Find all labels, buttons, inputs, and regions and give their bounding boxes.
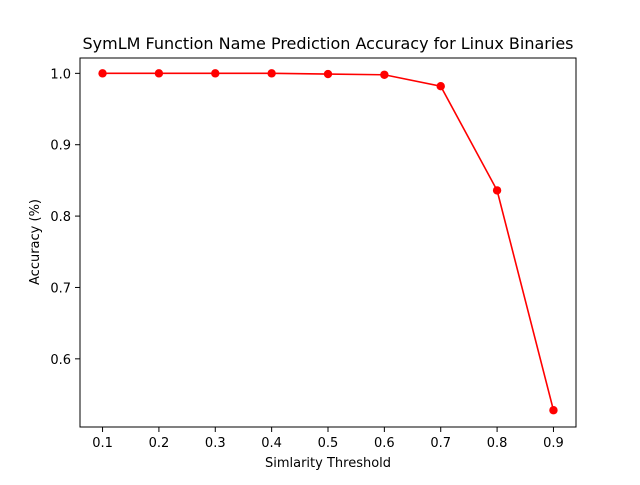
data-point (154, 69, 164, 78)
y-axis: 0.6 0.7 0.8 0.9 1.0 (50, 67, 80, 368)
data-point (267, 69, 276, 78)
y-axis-label: Accuracy (%) (28, 199, 43, 285)
y-tick-label: 0.9 (50, 139, 71, 154)
data-point (323, 69, 333, 79)
x-tick-label: 0.8 (487, 436, 508, 451)
series-layer (98, 69, 558, 415)
y-tick-label: 0.8 (50, 210, 71, 225)
x-tick-label: 0.6 (374, 436, 395, 451)
x-tick-label: 0.4 (261, 436, 282, 451)
x-tick-label: 0.3 (205, 436, 226, 451)
y-tick-label: 0.7 (50, 281, 71, 296)
chart-title: SymLM Function Name Prediction Accuracy … (83, 34, 574, 53)
plot-area-frame (79, 57, 577, 428)
data-point (549, 406, 558, 415)
y-tick-label: 0.6 (50, 353, 71, 368)
data-point (492, 186, 502, 195)
data-point (98, 69, 107, 78)
x-tick-label: 0.1 (92, 436, 113, 451)
x-tick-label: 0.7 (430, 436, 451, 451)
data-point (436, 81, 445, 91)
x-tick-label: 0.9 (543, 436, 564, 451)
x-tick-label: 0.5 (318, 436, 339, 451)
x-axis: 0.1 0.2 0.3 0.4 0.5 0.6 0.7 0.8 0.9 (92, 427, 564, 451)
data-point (211, 69, 220, 78)
y-tick-label: 1.0 (50, 67, 71, 82)
series-line (102, 72, 555, 411)
x-axis-label: Simlarity Threshold (265, 456, 391, 471)
x-tick-label: 0.2 (149, 436, 170, 451)
data-point (380, 70, 389, 79)
